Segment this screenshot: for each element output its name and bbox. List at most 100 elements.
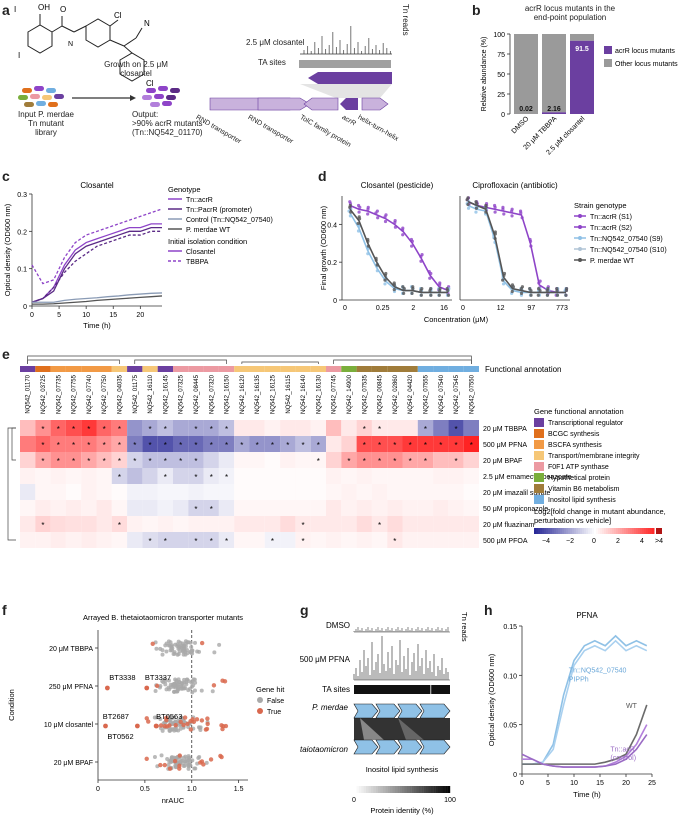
e-heatmap-cell bbox=[219, 484, 234, 500]
f-point-false bbox=[154, 689, 158, 693]
h-label-control: (control) bbox=[610, 755, 636, 762]
f-point-true bbox=[163, 763, 167, 767]
f-point-false bbox=[190, 679, 194, 683]
e-heatmap-cell bbox=[326, 516, 341, 532]
g-btheta-gene-icon bbox=[398, 740, 422, 754]
c-ytick-label: 0.2 bbox=[17, 229, 27, 236]
e-heatmap-cell bbox=[464, 452, 479, 468]
svg-text:I: I bbox=[18, 51, 20, 60]
e-colorbar-title: perturbation vs vehicle] bbox=[534, 516, 611, 525]
e-dendrogram-branch bbox=[28, 360, 120, 364]
e-heatmap-cell bbox=[280, 420, 295, 436]
d-point bbox=[546, 294, 549, 297]
h-ylabel: Optical density (OD600 nm) bbox=[487, 653, 496, 746]
e-significance-star: * bbox=[148, 537, 151, 546]
e-heatmap-cell bbox=[280, 532, 295, 548]
e-heatmap-cell bbox=[280, 516, 295, 532]
e-significance-star: * bbox=[164, 441, 167, 450]
d-point bbox=[537, 281, 540, 284]
e-colorbar-tick: −2 bbox=[566, 538, 574, 545]
e-heatmap-cell bbox=[265, 420, 280, 436]
tn-reads-bars bbox=[304, 26, 390, 54]
e-heatmap-cell bbox=[204, 452, 219, 468]
e-annotation-cell bbox=[35, 366, 50, 372]
e-significance-star: * bbox=[317, 441, 320, 450]
d-legend-item: Tn::acrR (S1) bbox=[590, 214, 632, 221]
e-annotation-cell bbox=[188, 366, 203, 372]
e-heatmap-cell bbox=[97, 516, 112, 532]
d-legend-item: P. merdae WT bbox=[590, 258, 635, 265]
d-point bbox=[419, 260, 422, 263]
d-xlabel: Concentration (μM) bbox=[424, 315, 489, 324]
e-heatmap-cell bbox=[234, 516, 249, 532]
h-xtick-label: 10 bbox=[570, 780, 578, 787]
e-column-label: NQ542_16125 bbox=[270, 374, 276, 414]
d-point bbox=[438, 294, 441, 297]
e-heatmap-cell bbox=[387, 500, 402, 516]
e-annotation-cell bbox=[372, 366, 387, 372]
d-point bbox=[520, 292, 523, 295]
g-colorbar-step bbox=[402, 786, 405, 793]
d-xtick-label: 2 bbox=[411, 305, 415, 312]
c-legend-title: Genotype bbox=[168, 185, 201, 194]
e-row-label: 20 μM BPAF bbox=[483, 458, 522, 465]
e-heatmap-cell bbox=[357, 532, 372, 548]
e-row-dendrogram bbox=[12, 428, 16, 460]
e-heatmap-cell bbox=[20, 500, 35, 516]
e-annotation-cell bbox=[387, 366, 402, 372]
e-heatmap-cell bbox=[403, 420, 418, 436]
g-colorbar-step bbox=[373, 786, 376, 793]
e-significance-star: * bbox=[103, 441, 106, 450]
g-pmerdae-gene-icon bbox=[376, 704, 400, 718]
d-xtick-label: 0 bbox=[343, 305, 347, 312]
d-ytick-label: 0 bbox=[333, 298, 337, 305]
e-heatmap-cell bbox=[234, 484, 249, 500]
e-heatmap-cell bbox=[433, 500, 448, 516]
d-ytick-label: 0.4 bbox=[327, 222, 337, 229]
c-legend-item: Tn::acrR bbox=[186, 197, 213, 204]
e-heatmap-cell bbox=[341, 516, 356, 532]
c-xtick-label: 20 bbox=[136, 312, 144, 319]
e-legend-swatch bbox=[534, 418, 544, 427]
f-point-true bbox=[200, 641, 204, 645]
g-colorbar-step bbox=[380, 786, 383, 793]
e-annotation-cell bbox=[341, 366, 356, 372]
f-point-true bbox=[200, 718, 204, 722]
f-point-false bbox=[160, 648, 164, 652]
d-point bbox=[501, 208, 504, 211]
e-heatmap-cell bbox=[326, 484, 341, 500]
h-xtick-label: 20 bbox=[622, 780, 630, 787]
e-legend-item: Transcriptional regulator bbox=[548, 420, 624, 427]
d-point bbox=[349, 210, 352, 213]
d-legend-item: Tn::acrR (S2) bbox=[590, 225, 632, 232]
e-column-label: NQ542_07320 bbox=[209, 374, 215, 414]
e-heatmap-cell bbox=[357, 484, 372, 500]
e-heatmap-cell bbox=[204, 516, 219, 532]
f-point-false bbox=[190, 649, 194, 653]
e-column-label: NQ542_07540 bbox=[439, 374, 445, 414]
e-heatmap-cell bbox=[158, 484, 173, 500]
g-colorbar-step bbox=[400, 786, 403, 793]
g-colorbar-step bbox=[385, 786, 388, 793]
g-btheta-gene-icon bbox=[376, 740, 400, 754]
e-column-dendrogram bbox=[28, 356, 472, 364]
e-annotation-cell bbox=[20, 366, 35, 372]
f-point-true bbox=[146, 719, 150, 723]
h-label-acr: Tn::acR bbox=[610, 746, 635, 753]
e-row-label: 500 μM PFOA bbox=[483, 538, 528, 545]
e-significance-star: * bbox=[225, 441, 228, 450]
d-point bbox=[357, 229, 360, 232]
e-heatmap-cell bbox=[280, 452, 295, 468]
f-point-true bbox=[178, 753, 182, 757]
d-legend-item: Tn::NQ542_07540 (S10) bbox=[590, 247, 667, 254]
e-colorbar-title: Log2[fold change in mutant abundance, bbox=[534, 507, 666, 516]
e-heatmap-cell bbox=[433, 420, 448, 436]
input-library-cells-icon bbox=[18, 86, 64, 107]
c-xtick-label: 0 bbox=[30, 312, 34, 319]
e-annotation-cell bbox=[265, 366, 280, 372]
f-point-true bbox=[224, 724, 228, 728]
e-heatmap-cell bbox=[295, 500, 310, 516]
f-xlabel: nrAUC bbox=[162, 796, 185, 805]
e-heatmap-cell bbox=[127, 516, 142, 532]
f-point-false bbox=[184, 639, 188, 643]
